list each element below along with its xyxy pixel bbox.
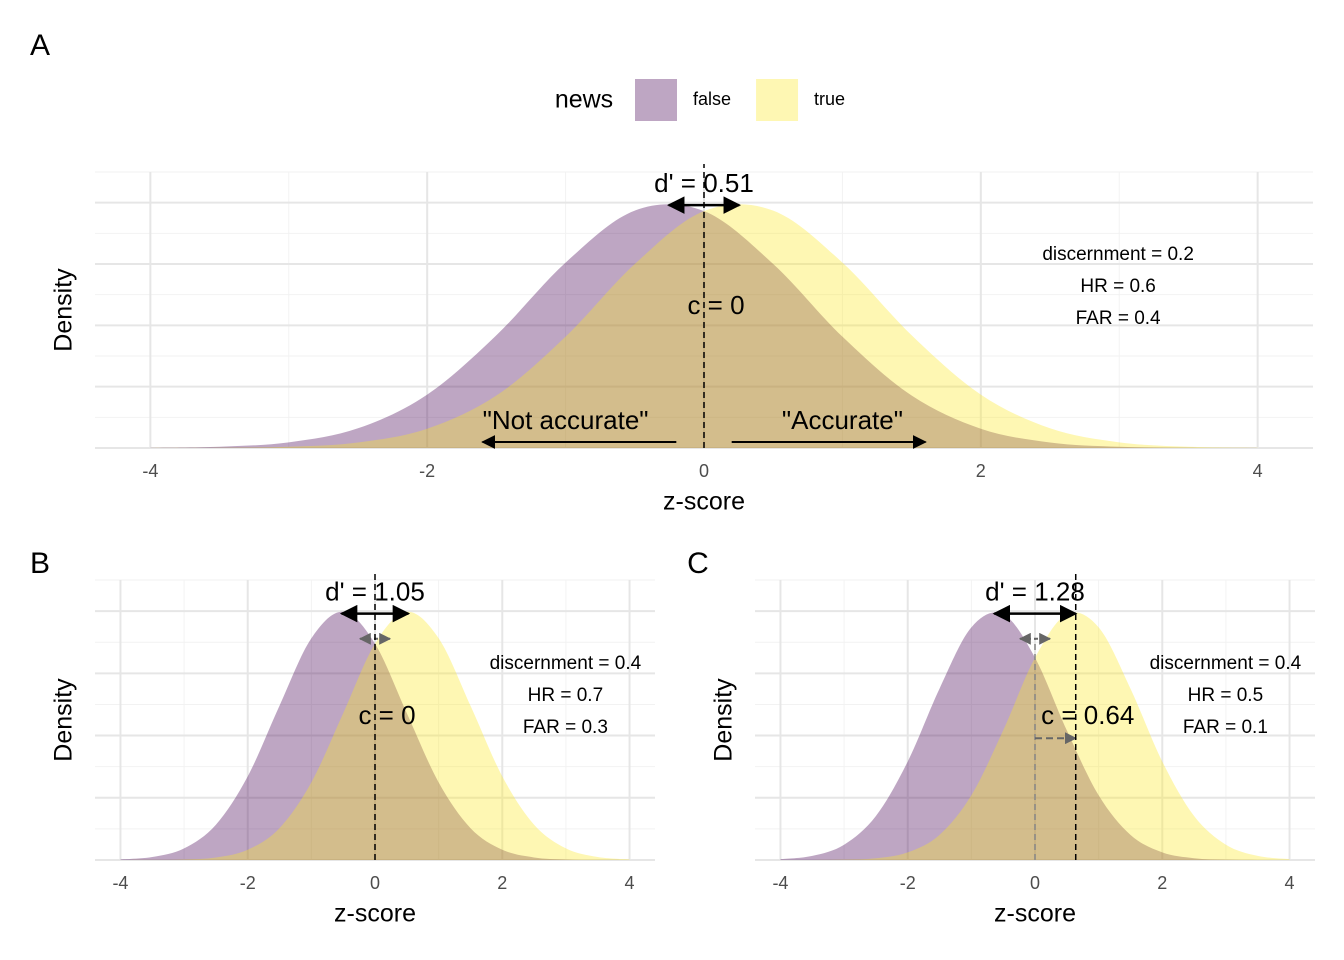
- x-tick-label: 4: [1285, 873, 1295, 893]
- x-tick-label: -2: [900, 873, 916, 893]
- panel-tag: C: [687, 547, 709, 580]
- x-tick-label: -4: [772, 873, 788, 893]
- legend-key: [756, 79, 799, 121]
- x-tick-label: -4: [142, 461, 158, 481]
- c-label: c = 0: [687, 290, 744, 320]
- x-tick-label: 0: [370, 873, 380, 893]
- dprime-label: d' = 1.05: [325, 576, 425, 606]
- response-label: "Accurate": [782, 405, 903, 435]
- x-tick-label: 0: [699, 461, 709, 481]
- stat-label: FAR = 0.1: [1183, 717, 1268, 738]
- stat-label: HR = 0.6: [1080, 276, 1156, 297]
- x-tick-label: 4: [1253, 461, 1263, 481]
- panel-tag: A: [30, 29, 50, 62]
- y-axis-title: Density: [50, 678, 78, 762]
- stat-label: discernment = 0.4: [1150, 653, 1302, 674]
- x-tick-label: 2: [1157, 873, 1167, 893]
- x-tick-label: 0: [1030, 873, 1040, 893]
- y-axis-title: Density: [50, 268, 78, 352]
- x-tick-label: 4: [625, 873, 635, 893]
- x-tick-label: -2: [240, 873, 256, 893]
- stat-label: discernment = 0.4: [490, 653, 642, 674]
- x-axis-title: z-score: [994, 900, 1076, 928]
- dprime-label: d' = 1.28: [985, 576, 1085, 606]
- stat-label: FAR = 0.3: [523, 717, 608, 738]
- response-label: "Not accurate": [483, 405, 649, 435]
- x-axis-title: z-score: [663, 488, 745, 516]
- stat-label: FAR = 0.4: [1076, 308, 1161, 329]
- legend-label: false: [693, 89, 731, 109]
- y-axis-title: Density: [710, 678, 738, 762]
- stat-label: HR = 0.5: [1188, 685, 1264, 706]
- legend-title: news: [555, 86, 613, 114]
- c-label: c = 0: [358, 700, 415, 730]
- panel-tag: B: [30, 547, 50, 580]
- stat-label: discernment = 0.2: [1042, 244, 1194, 265]
- legend-label: true: [814, 89, 845, 109]
- legend-key: [635, 79, 677, 121]
- x-axis-title: z-score: [334, 900, 416, 928]
- stat-label: HR = 0.7: [528, 685, 604, 706]
- dprime-label: d' = 0.51: [654, 168, 754, 198]
- c-label: c = 0.64: [1041, 700, 1134, 730]
- x-tick-label: -2: [419, 461, 435, 481]
- x-tick-label: -4: [112, 873, 128, 893]
- x-tick-label: 2: [497, 873, 507, 893]
- x-tick-label: 2: [976, 461, 986, 481]
